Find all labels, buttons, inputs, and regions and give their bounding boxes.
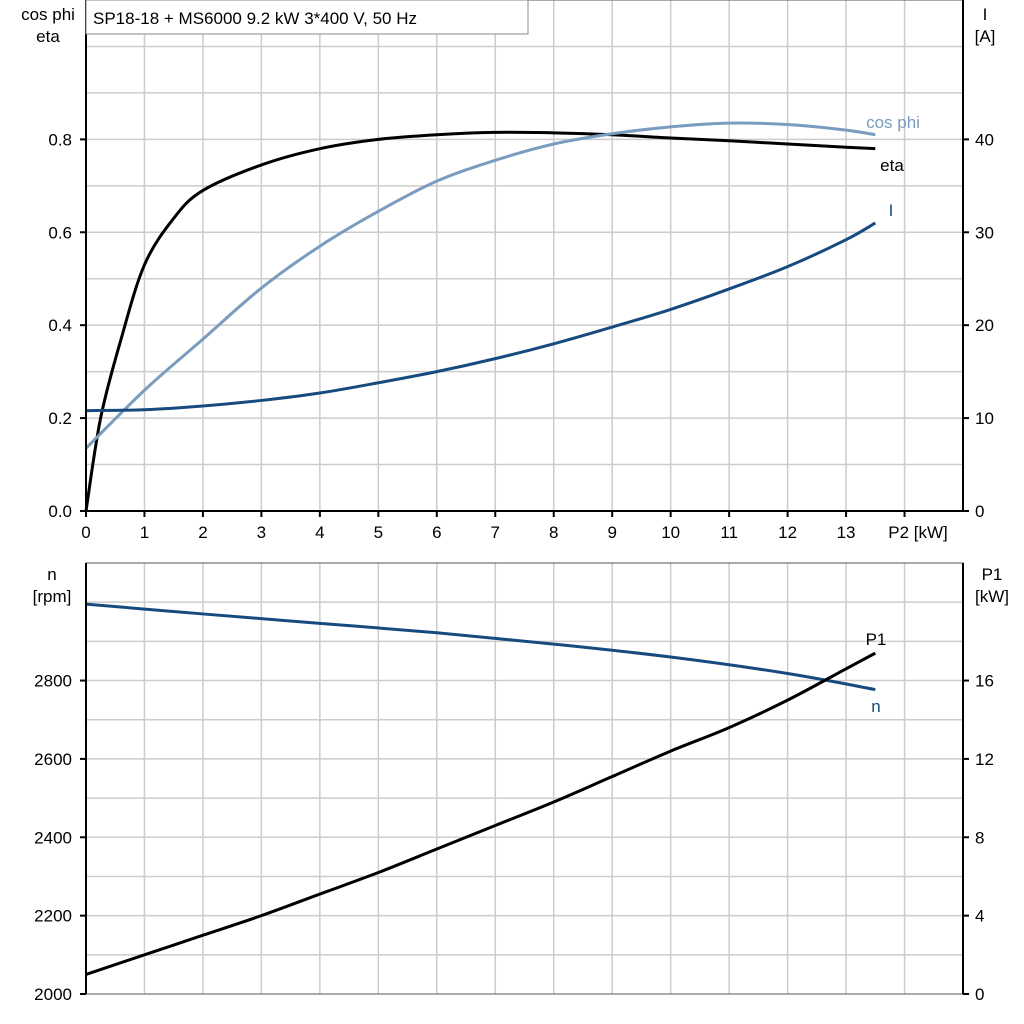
series-label-eta: eta [880,156,904,175]
series-line-eta [84,130,876,512]
series-line-P1 [85,651,877,976]
x-tick-label: 0 [81,523,90,542]
y-tick-label-right: 16 [975,672,994,691]
y-tick-label-left: 0.8 [48,130,72,149]
y-tick-label-right: 0 [975,985,984,1004]
y-label-right-bottom-1: P1 [982,565,1003,584]
y-label-left-top-2: eta [36,27,60,46]
x-tick-label: 3 [257,523,266,542]
x-tick-label: 10 [661,523,680,542]
series-lines [84,121,877,976]
grid-bottom [86,563,963,994]
x-tick-label: 5 [374,523,383,542]
y-label-right-bottom-2: [kW] [975,587,1009,606]
y-tick-label-left: 2800 [34,672,72,691]
x-tick-label: 9 [607,523,616,542]
series-line-I [85,221,877,413]
y-tick-label-left: 0.4 [48,316,72,335]
y-label-left-bottom-2: [rpm] [33,587,72,606]
y-tick-label-left: 0.0 [48,502,72,521]
series-label-I: I [889,201,894,220]
chart-title: SP18-18 + MS6000 9.2 kW 3*400 V, 50 Hz [93,9,417,28]
y-tick-label-right: 20 [975,316,994,335]
x-tick-label: 1 [140,523,149,542]
x-tick-label: 12 [778,523,797,542]
y-tick-label-left: 2000 [34,985,72,1004]
series-label-n: n [871,697,880,716]
y-tick-label-left: 0.6 [48,223,72,242]
series-label-cos-phi: cos phi [866,113,920,132]
grid-top [86,0,963,511]
y-tick-label-right: 4 [975,907,984,926]
y-tick-label-right: 30 [975,223,994,242]
y-tick-label-right: 8 [975,828,984,847]
x-tick-label: 2 [198,523,207,542]
y-label-left-bottom-1: n [47,565,56,584]
y-tick-label-right: 40 [975,130,994,149]
y-tick-label-right: 10 [975,409,994,428]
x-tick-label: 8 [549,523,558,542]
series-line-cos-phi [84,121,876,450]
y-label-right-top-1: I [983,5,988,24]
title-box: SP18-18 + MS6000 9.2 kW 3*400 V, 50 Hz [85,0,529,35]
y-tick-label-left: 2400 [34,828,72,847]
x-tick-label: 4 [315,523,324,542]
y-label-right-top-2: [A] [975,27,996,46]
x-tick-label: 11 [720,523,738,542]
y-tick-label-left: 2600 [34,750,72,769]
x-tick-label: 13 [837,523,856,542]
y-tick-label-left: 0.2 [48,409,72,428]
x-label: P2 [kW] [888,523,948,542]
x-tick-label: 7 [491,523,500,542]
x-tick-label: 6 [432,523,441,542]
y-tick-label-right: 0 [975,502,984,521]
plot-frame [85,0,964,512]
y-tick-label-left: 2200 [34,907,72,926]
y-label-left-top-1: cos phi [21,5,75,24]
y-tick-label-right: 12 [975,750,994,769]
series-label-P1: P1 [866,630,887,649]
series-line-n [85,602,876,692]
